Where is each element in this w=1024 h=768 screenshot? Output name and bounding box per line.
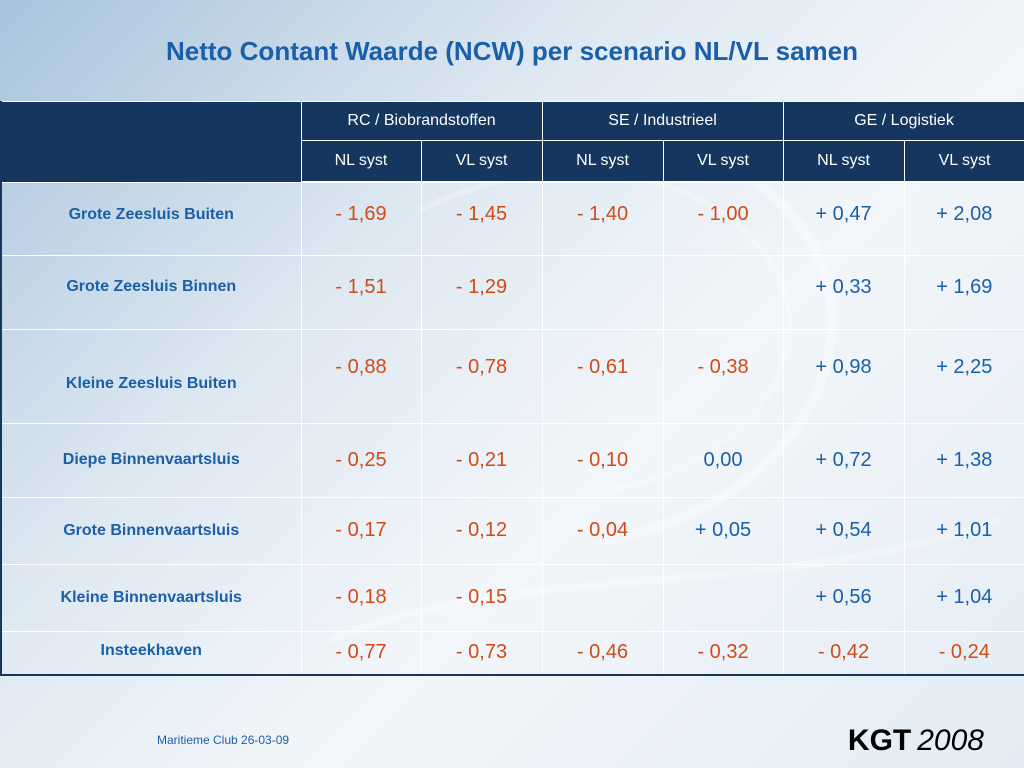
ncw-value-cell: - 1,51 (300, 254, 422, 330)
table-row: Diepe Binnenvaartsluis - 0,25- 0,21- 0,10… (0, 422, 1024, 498)
ncw-value-cell (541, 254, 664, 330)
table-row: Grote Zeesluis Buiten - 1,69- 1,45- 1,40-… (0, 181, 1024, 256)
table-row: Insteekhaven - 0,77- 0,73- 0,46- 0,32- 0,… (0, 630, 1024, 676)
ncw-value-cell: + 2,25 (903, 328, 1024, 424)
system-header: NL syst (300, 140, 422, 183)
ncw-value-cell: - 1,00 (662, 181, 784, 256)
ncw-value-cell: - 0,12 (420, 496, 543, 565)
ncw-value-cell: + 1,04 (903, 563, 1024, 632)
ncw-value-cell: - 0,38 (662, 328, 784, 424)
ncw-value-cell: - 1,29 (420, 254, 543, 330)
table-row: Grote Zeesluis Binnen - 1,51- 1,29 + 0,33 +… (0, 254, 1024, 330)
row-label: Diepe Binnenvaartsluis (0, 422, 302, 498)
page-title: Netto Contant Waarde (NCW) per scenario … (166, 36, 858, 66)
system-header: VL syst (662, 140, 784, 183)
ncw-value-cell: + 0,33 (782, 254, 905, 330)
system-header: VL syst (903, 140, 1024, 183)
ncw-value-cell: - 0,17 (300, 496, 422, 565)
brand-year: 2008 (917, 724, 984, 757)
brand-logo: KGT 2008 (848, 724, 984, 758)
table-row: Grote Binnenvaartsluis - 0,17- 0,12- 0,04… (0, 496, 1024, 565)
ncw-value-cell: 0,00 (662, 422, 784, 498)
system-header: NL syst (782, 140, 905, 183)
ncw-value-cell: - 0,04 (541, 496, 664, 565)
footer-date: Maritieme Club 26-03-09 (157, 733, 290, 747)
ncw-value-cell: + 2,08 (903, 181, 1024, 256)
ncw-value-cell: + 0,72 (782, 422, 905, 498)
row-label: Grote Zeesluis Binnen (0, 254, 302, 330)
row-label: Kleine Zeesluis Buiten (0, 328, 302, 424)
ncw-value-cell: + 0,47 (782, 181, 905, 256)
ncw-value-cell: - 0,24 (903, 630, 1024, 676)
ncw-value-cell: - 0,21 (420, 422, 543, 498)
ncw-value-cell: - 1,45 (420, 181, 543, 256)
ncw-value-cell: + 0,56 (782, 563, 905, 632)
system-header: VL syst (420, 140, 543, 183)
ncw-value-cell: - 0,61 (541, 328, 664, 424)
ncw-value-cell: - 0,32 (662, 630, 784, 676)
ncw-value-cell: - 0,77 (300, 630, 422, 676)
table-row: Kleine Zeesluis Buiten - 0,88- 0,78- 0,61… (0, 328, 1024, 424)
ncw-value-cell: - 1,40 (541, 181, 664, 256)
system-header: NL syst (541, 140, 664, 183)
row-label: Insteekhaven (0, 630, 302, 676)
scenario-header-row: RC / Biobrandstoffen SE / Industrieel GE… (0, 101, 1024, 183)
ncw-value-cell: - 0,42 (782, 630, 905, 676)
ncw-value-cell: - 0,73 (420, 630, 543, 676)
ncw-value-cell: - 0,46 (541, 630, 664, 676)
ncw-value-cell: + 0,05 (662, 496, 784, 565)
ncw-value-cell: + 0,98 (782, 328, 905, 424)
scenario-header: RC / Biobrandstoffen (300, 101, 543, 141)
ncw-table: RC / Biobrandstoffen SE / Industrieel GE… (0, 101, 1024, 676)
ncw-value-cell: - 0,88 (300, 328, 422, 424)
brand-name: KGT (847, 724, 912, 757)
ncw-value-cell: + 1,69 (903, 254, 1024, 330)
row-label: Grote Zeesluis Buiten (0, 181, 302, 256)
ncw-value-cell: - 0,25 (300, 422, 422, 498)
ncw-value-cell: - 0,15 (420, 563, 543, 632)
row-label: Grote Binnenvaartsluis (0, 496, 302, 565)
row-label: Kleine Binnenvaartsluis (0, 563, 302, 632)
scenario-header: SE / Industrieel (541, 101, 784, 141)
ncw-value-cell: - 0,18 (300, 563, 422, 632)
ncw-value-cell (541, 563, 664, 632)
header-corner (0, 101, 302, 183)
scenario-header: GE / Logistiek (782, 101, 1024, 141)
ncw-value-cell: + 1,38 (903, 422, 1024, 498)
ncw-value-cell: + 0,54 (782, 496, 905, 565)
ncw-value-cell (662, 254, 784, 330)
table-row: Kleine Binnenvaartsluis - 0,18- 0,15 + 0,5… (0, 563, 1024, 632)
ncw-value-cell: + 1,01 (903, 496, 1024, 565)
ncw-value-cell: - 0,10 (541, 422, 664, 498)
ncw-value-cell (662, 563, 784, 632)
ncw-value-cell: - 1,69 (300, 181, 422, 256)
system-header-row: NL syst VL syst NL syst VL syst NL syst … (1, 140, 1024, 183)
ncw-value-cell: - 0,78 (420, 328, 543, 424)
